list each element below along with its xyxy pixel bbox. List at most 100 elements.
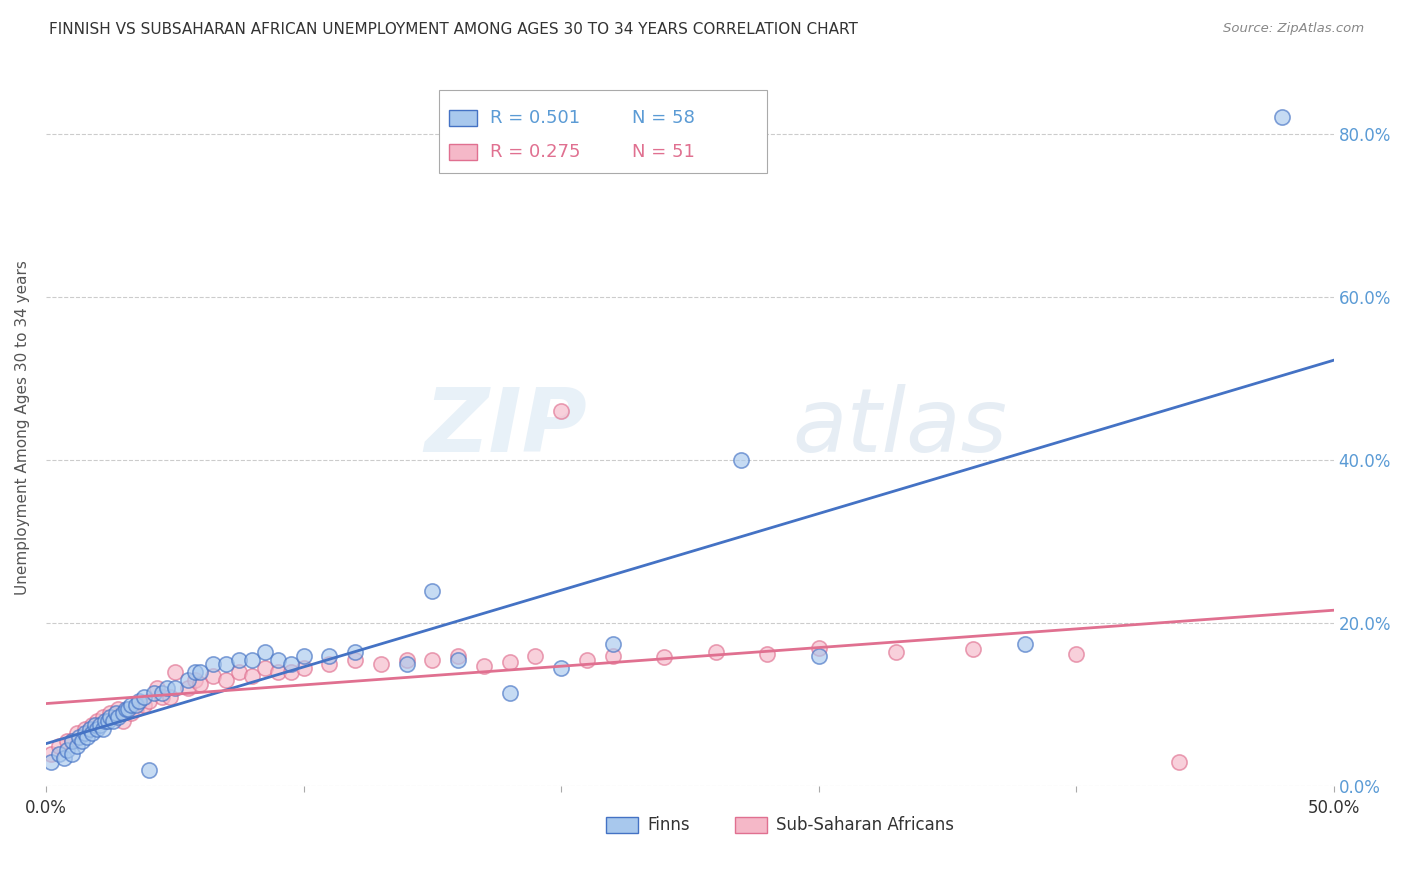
Point (60, 747, 83, 761)
Point (524, 648, 547, 663)
Point (143, 685, 166, 699)
FancyBboxPatch shape (449, 110, 478, 126)
FancyBboxPatch shape (606, 817, 638, 833)
Point (472, 658, 495, 673)
Point (202, 657, 225, 671)
Point (550, 404, 572, 418)
Point (156, 681, 179, 696)
Point (447, 648, 470, 663)
Point (91, 710, 114, 724)
Point (420, 583, 443, 598)
Point (48, 739, 70, 753)
Point (395, 657, 418, 671)
Point (343, 645, 366, 659)
Point (107, 702, 129, 716)
Point (73, 723, 96, 737)
Point (652, 650, 675, 665)
Point (498, 656, 520, 670)
Point (163, 681, 186, 696)
Point (240, 653, 263, 667)
Point (112, 706, 135, 720)
Point (1064, 647, 1087, 661)
Point (86, 723, 108, 737)
Point (125, 702, 148, 716)
Point (98, 710, 121, 724)
Point (150, 685, 173, 699)
Point (163, 665, 186, 679)
Point (318, 648, 340, 663)
Point (447, 653, 470, 667)
Point (132, 690, 155, 704)
Point (370, 657, 392, 671)
Point (117, 702, 139, 716)
Point (125, 698, 148, 712)
Point (1168, 755, 1191, 769)
Text: N = 58: N = 58 (631, 109, 695, 127)
Text: Source: ZipAtlas.com: Source: ZipAtlas.com (1223, 22, 1364, 36)
Text: Finns: Finns (647, 816, 690, 834)
Point (498, 685, 520, 699)
Point (756, 647, 779, 661)
Point (159, 690, 181, 704)
Point (184, 673, 207, 688)
Point (132, 698, 155, 712)
Text: R = 0.501: R = 0.501 (491, 109, 581, 127)
Point (114, 702, 136, 716)
Point (150, 690, 173, 704)
Point (176, 673, 198, 688)
Point (60, 734, 83, 748)
Point (420, 653, 443, 667)
Point (138, 763, 160, 777)
Text: FINNISH VS SUBSAHARAN AFRICAN UNEMPLOYMENT AMONG AGES 30 TO 34 YEARS CORRELATION: FINNISH VS SUBSAHARAN AFRICAN UNEMPLOYME… (49, 22, 858, 37)
Point (176, 681, 198, 696)
FancyBboxPatch shape (439, 90, 768, 172)
Point (602, 648, 624, 663)
Point (215, 673, 238, 688)
Text: atlas: atlas (793, 384, 1008, 470)
Point (128, 693, 150, 707)
Point (292, 661, 315, 675)
Point (190, 665, 212, 679)
Point (55, 742, 77, 756)
Point (240, 669, 263, 683)
Point (228, 653, 250, 667)
Point (138, 693, 160, 707)
Text: N = 51: N = 51 (631, 143, 695, 161)
Point (66, 726, 89, 740)
Point (267, 665, 290, 679)
Point (267, 653, 290, 667)
Point (704, 645, 727, 659)
Point (807, 640, 830, 655)
Point (280, 665, 302, 679)
Text: Sub-Saharan Africans: Sub-Saharan Africans (776, 816, 955, 834)
Text: ZIP: ZIP (425, 384, 586, 471)
Point (48, 747, 70, 761)
Point (98, 706, 121, 720)
Point (730, 453, 752, 467)
Point (395, 653, 418, 667)
Point (190, 677, 212, 691)
Point (120, 698, 142, 712)
Point (318, 657, 340, 671)
Point (343, 653, 366, 667)
Point (73, 726, 96, 740)
Y-axis label: Unemployment Among Ages 30 to 34 years: Unemployment Among Ages 30 to 34 years (15, 260, 30, 595)
Point (1014, 636, 1036, 650)
Point (202, 669, 225, 683)
Point (112, 714, 135, 728)
Point (82, 718, 104, 732)
Point (575, 653, 598, 667)
Point (101, 714, 124, 728)
FancyBboxPatch shape (735, 817, 768, 833)
Point (280, 657, 302, 671)
Point (79, 723, 101, 737)
Point (962, 642, 984, 657)
Point (69, 731, 91, 745)
Point (215, 657, 238, 671)
Text: R = 0.275: R = 0.275 (491, 143, 581, 161)
Point (60, 734, 83, 748)
Point (91, 723, 114, 737)
Point (292, 648, 315, 663)
Point (184, 665, 207, 679)
Point (145, 681, 167, 696)
